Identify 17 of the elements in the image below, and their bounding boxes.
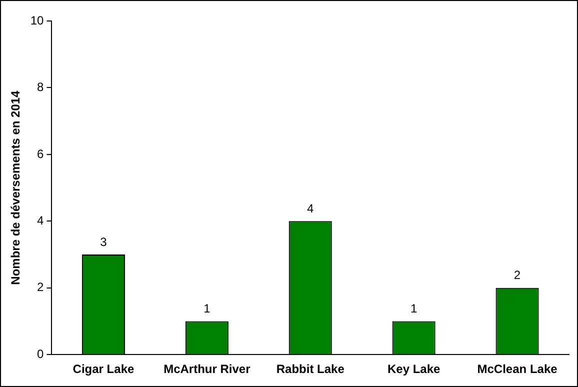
data-label: 4: [307, 201, 314, 216]
x-tick-label: Key Lake: [387, 362, 440, 376]
y-tick-label: 0: [37, 346, 44, 361]
data-label: 3: [100, 234, 108, 249]
y-tick-label: 6: [37, 146, 44, 161]
y-tick-label: 4: [37, 213, 44, 228]
data-label: 2: [514, 268, 521, 282]
x-tick-label: McClean Lake: [477, 362, 558, 376]
y-tick-label: 10: [30, 13, 44, 28]
x-tick-label: Rabbit Lake: [276, 362, 345, 376]
data-label: 1: [410, 302, 418, 316]
y-axis-title: Nombre de déversements en 2014: [8, 90, 23, 285]
x-tick-label: McArthur River: [164, 362, 251, 376]
y-tick-label: 2: [37, 280, 44, 294]
data-label: 1: [204, 302, 211, 316]
x-tick-label: Cigar Lake: [72, 362, 134, 376]
y-tick-label: 8: [37, 80, 44, 94]
